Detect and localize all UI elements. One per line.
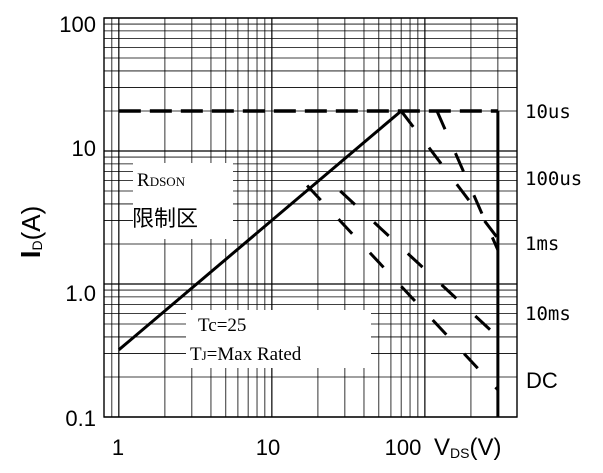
series-extra-line — [339, 189, 499, 339]
y-tick-label: 100 — [59, 12, 96, 37]
right-label-dc: DC — [526, 368, 558, 393]
plot-frame — [103, 17, 518, 418]
y-tick-label: 10 — [72, 136, 96, 161]
series-100us-line — [399, 110, 500, 240]
rdson-zone-label: 限制区 — [132, 207, 198, 232]
rdson-label: RDSON — [137, 170, 186, 191]
right-label-10us: 10us — [525, 101, 571, 123]
x-tick-label: 100 — [385, 435, 422, 460]
series-10ms-line — [306, 184, 499, 391]
right-label-10ms: 10ms — [525, 303, 571, 325]
y-tick-label: 1.0 — [65, 281, 96, 306]
label-layer: ID(A) VDS(V) RDSON 限制区 Tc=25 TJ=Max Rate… — [15, 12, 582, 461]
y-axis-label: ID(A) — [15, 206, 46, 259]
tc-label: Tc=25 — [198, 315, 246, 336]
x-tick-label: 10 — [256, 435, 280, 460]
rdson-label-box — [133, 163, 233, 239]
tj-label: TJ=Max Rated — [190, 344, 302, 365]
x-tick-label: 1 — [112, 435, 124, 460]
right-label-1ms: 1ms — [525, 233, 559, 255]
series-rdson-limit-line — [117, 109, 403, 351]
conditions-box — [186, 310, 371, 368]
right-label-100us: 100us — [525, 168, 582, 190]
y-tick-label: 0.1 — [65, 406, 96, 431]
series-layer — [117, 109, 500, 417]
x-axis-label: VDS(V) — [434, 434, 501, 461]
